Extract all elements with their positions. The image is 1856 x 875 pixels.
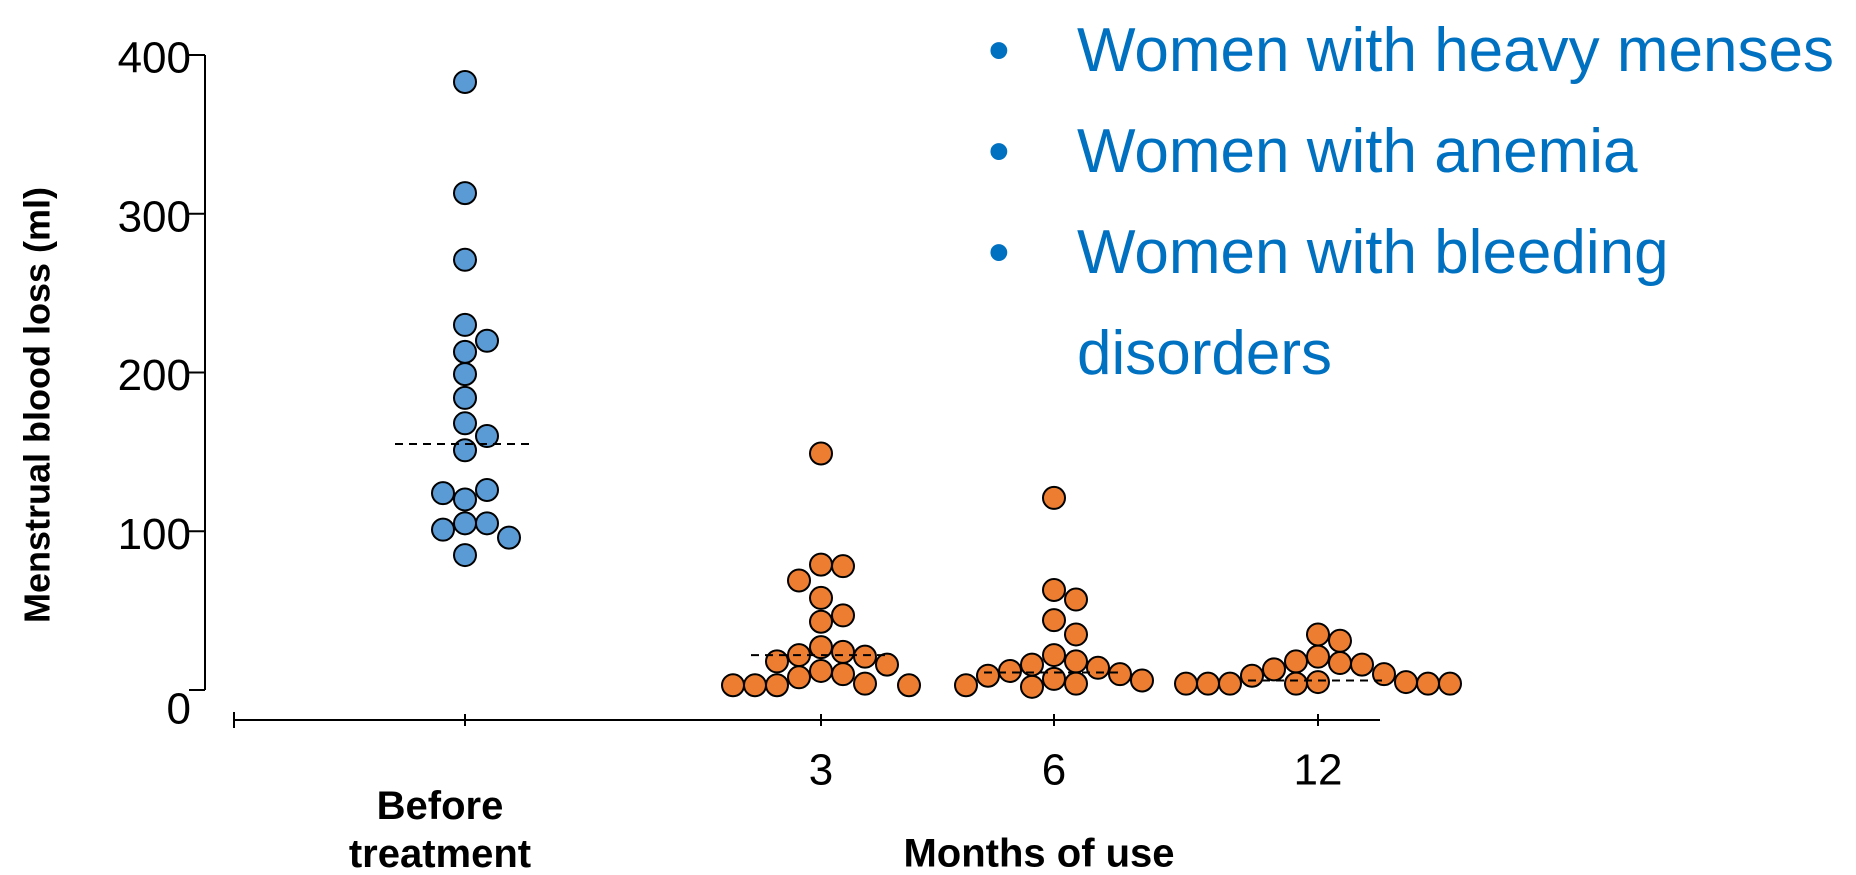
- data-point: [431, 481, 455, 506]
- data-point: [1064, 649, 1088, 674]
- data-point: [831, 662, 855, 687]
- data-point: [1306, 670, 1330, 695]
- bullet-list: Women with heavy mensesWomen with anemia…: [980, 0, 1850, 404]
- data-point: [1240, 663, 1264, 688]
- bullet-item: Women with anemia: [980, 101, 1837, 202]
- data-point: [453, 438, 477, 463]
- data-point: [853, 644, 877, 669]
- data-point: [1086, 655, 1110, 680]
- x-tick-label: 6: [1042, 746, 1066, 795]
- data-point: [1284, 671, 1308, 696]
- data-point: [897, 673, 921, 698]
- data-point: [998, 658, 1022, 683]
- data-point: [1328, 651, 1352, 676]
- x-axis-title: Months of use: [903, 832, 1174, 875]
- data-point: [475, 424, 499, 448]
- data-point: [453, 543, 477, 568]
- y-tick-label: 200: [118, 351, 191, 400]
- data-point: [1108, 662, 1132, 687]
- data-point: [1328, 628, 1352, 653]
- data-point: [831, 639, 855, 664]
- data-point: [453, 487, 477, 512]
- bullet-item: Women with bleeding disorders: [980, 202, 1837, 404]
- data-point: [453, 362, 477, 387]
- data-point: [1042, 608, 1066, 633]
- data-point: [453, 511, 477, 536]
- data-point: [453, 247, 477, 272]
- data-point: [1064, 622, 1088, 647]
- data-point: [831, 603, 855, 628]
- data-point: [976, 663, 1000, 688]
- data-point: [1284, 649, 1308, 674]
- data-point: [453, 339, 477, 364]
- data-point: [453, 385, 477, 410]
- data-point: [1042, 577, 1066, 602]
- data-point: [475, 511, 499, 536]
- data-point: [1042, 666, 1066, 691]
- data-point: [1306, 622, 1330, 647]
- data-point: [1042, 485, 1066, 510]
- data-point: [809, 552, 833, 577]
- data-point: [787, 568, 811, 593]
- data-point: [1218, 671, 1242, 696]
- data-point: [1438, 671, 1462, 696]
- bullet-item: Women with heavy menses: [980, 0, 1837, 101]
- y-tick-label: 100: [118, 510, 191, 559]
- data-point: [453, 411, 477, 436]
- data-point: [1262, 657, 1286, 682]
- data-point: [954, 673, 978, 698]
- y-axis-title: Menstrual blood loss (ml): [17, 187, 58, 623]
- data-point: [809, 609, 833, 634]
- data-point: [1306, 644, 1330, 669]
- data-point: [453, 69, 477, 94]
- data-point: [475, 328, 499, 353]
- data-point: [1372, 662, 1396, 687]
- data-point: [1196, 671, 1220, 696]
- data-point: [1130, 668, 1154, 693]
- data-point: [765, 649, 789, 674]
- data-point: [831, 554, 855, 579]
- data-point: [1394, 670, 1418, 695]
- data-point: [1416, 671, 1440, 696]
- data-point: [809, 585, 833, 610]
- data-point: [453, 312, 477, 337]
- data-point: [743, 673, 767, 698]
- data-point: [765, 673, 789, 698]
- data-point: [1020, 674, 1044, 699]
- data-point: [809, 658, 833, 683]
- x-tick-label: 12: [1294, 746, 1343, 795]
- x-tick-label: 3: [809, 746, 833, 795]
- data-point: [721, 673, 745, 698]
- data-point: [1042, 643, 1066, 668]
- y-tick-label: 300: [118, 192, 191, 241]
- data-point: [1064, 587, 1088, 612]
- x-tick-label: Before treatment: [348, 784, 532, 875]
- data-point: [853, 671, 877, 696]
- data-point: [1174, 671, 1198, 696]
- data-point: [431, 517, 455, 542]
- y-tick-label: 0: [167, 685, 191, 734]
- y-tick-label: 400: [118, 34, 191, 83]
- data-point: [475, 477, 499, 502]
- data-point: [1350, 652, 1374, 677]
- data-point: [787, 665, 811, 690]
- data-point: [453, 181, 477, 206]
- data-point: [875, 652, 899, 677]
- data-point: [1064, 671, 1088, 696]
- data-point: [809, 441, 833, 466]
- data-point: [497, 525, 521, 550]
